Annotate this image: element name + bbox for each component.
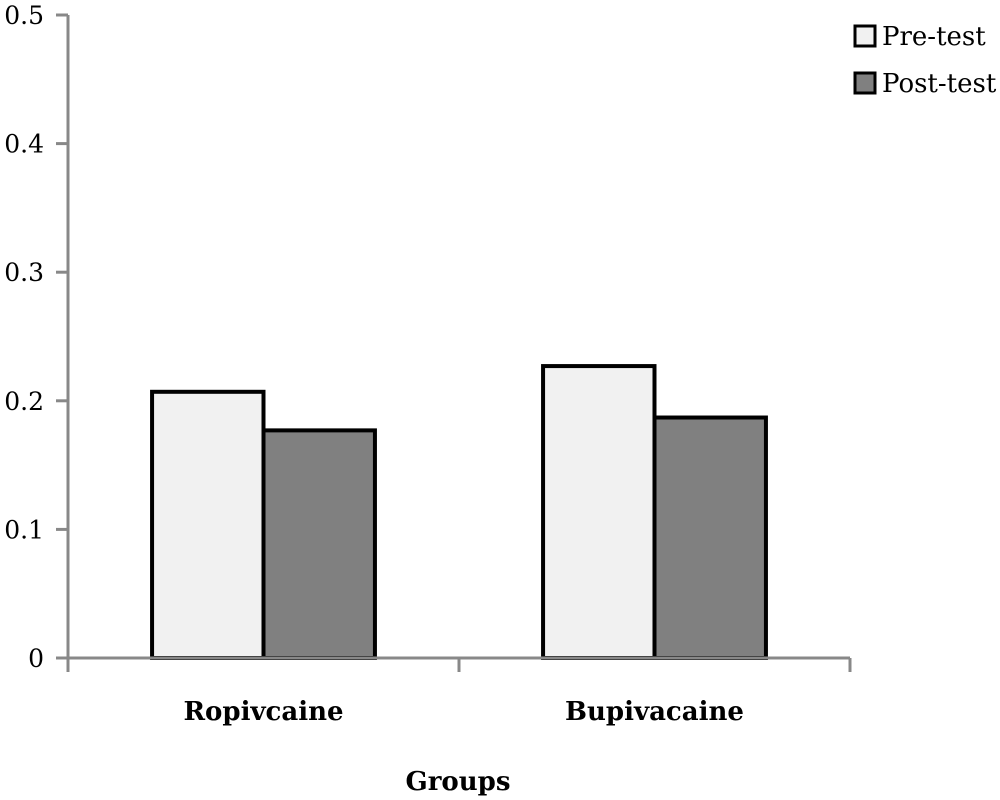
legend-swatch [853, 24, 877, 48]
legend: Pre-test Post-test [853, 22, 997, 99]
bar-pre-test-bupivacaine [541, 364, 657, 660]
category-labels: Ropivcaine Bupivacaine [183, 697, 744, 727]
y-tick-label: 0.5 [4, 1, 44, 30]
bar-post-test-bupivacaine [652, 415, 768, 660]
y-tick-label: 0.4 [4, 130, 44, 159]
x-category-label: Ropivcaine [183, 697, 343, 727]
legend-label: Post-test [882, 69, 997, 99]
x-axis-title: Groups [406, 767, 511, 797]
legend-label: Pre-test [882, 22, 986, 52]
bars [150, 364, 768, 660]
y-tick-label: 0 [28, 644, 44, 673]
y-axis-ticks: 0 0.1 0.2 0.3 0.4 0.5 [4, 1, 68, 673]
x-category-label: Bupivacaine [565, 697, 744, 727]
y-tick-label: 0.2 [4, 387, 44, 416]
x-axis-ticks [66, 658, 852, 672]
bar-pre-test-ropivcaine [150, 389, 266, 660]
y-tick-label: 0.1 [4, 515, 44, 544]
y-tick-label: 0.3 [4, 258, 44, 287]
legend-swatch [853, 71, 877, 95]
bar-post-test-ropivcaine [261, 428, 377, 660]
